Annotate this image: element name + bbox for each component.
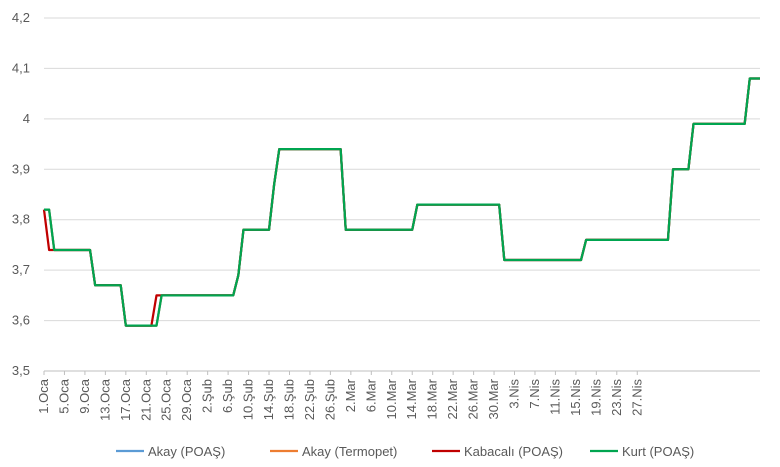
grid-lines: [44, 17, 760, 372]
x-tick-label: 18.Mar: [425, 378, 440, 419]
x-tick-label: 10.Şub: [241, 379, 256, 420]
x-tick-label: 7.Nis: [527, 379, 542, 409]
y-axis-ticks: 3,5 3,6 3,7 3,8 3,9 4 4,1 4,2: [12, 10, 30, 378]
x-tick-label: 19.Nis: [588, 379, 603, 416]
y-tick-label: 4,2: [12, 10, 30, 25]
x-tick-label: 1.Oca: [36, 378, 51, 413]
x-tick-label: 14.Şub: [261, 379, 276, 420]
y-tick-label: 4,1: [12, 60, 30, 75]
x-tick-label: 9.Oca: [77, 378, 92, 413]
legend-label: Kabacalı (POAŞ): [464, 444, 563, 459]
series-line: [44, 77, 760, 327]
x-tick-label: 11.Nis: [547, 379, 562, 415]
x-tick-label: 5.Oca: [56, 378, 71, 413]
legend-label: Kurt (POAŞ): [622, 444, 694, 459]
series-line: [44, 77, 760, 327]
x-tick-label: 6.Mar: [363, 378, 378, 412]
x-tick-label: 26.Şub: [322, 379, 337, 420]
x-tick-label: 2.Mar: [343, 378, 358, 412]
legend-label: Akay (POAŞ): [148, 444, 225, 459]
x-tick-label: 30.Mar: [486, 378, 501, 419]
x-axis-ticks: 1.Oca 5.Oca 9.Oca 13.Oca 17.Oca 21.Oca 25.Oca 2…: [36, 371, 644, 421]
y-tick-label: 3,7: [12, 262, 30, 277]
x-tick-label: 27.Nis: [629, 379, 644, 416]
x-tick-label: 13.Oca: [97, 378, 112, 421]
x-tick-label: 22.Mar: [445, 378, 460, 419]
x-tick-label: 22.Şub: [302, 379, 317, 420]
x-tick-label: 10.Mar: [384, 378, 399, 419]
x-tick-label: 26.Mar: [466, 378, 481, 419]
y-tick-label: 3,5: [12, 363, 30, 378]
y-tick-label: 4: [23, 111, 30, 126]
y-tick-label: 3,9: [12, 161, 30, 176]
x-tick-label: 3.Nis: [507, 379, 522, 409]
x-tick-label: 25.Oca: [159, 378, 174, 421]
x-tick-label: 23.Nis: [609, 379, 624, 416]
x-tick-label: 18.Şub: [281, 379, 296, 420]
x-tick-label: 6.Şub: [220, 379, 235, 413]
y-tick-label: 3,6: [12, 313, 30, 328]
x-tick-label: 17.Oca: [118, 378, 133, 421]
series-lines: [42, 77, 760, 327]
legend-label: Akay (Termopet): [302, 444, 397, 459]
series-line: [42, 77, 760, 327]
x-tick-label: 21.Oca: [138, 378, 153, 421]
x-tick-label: 2.Şub: [200, 379, 215, 413]
x-tick-label: 14.Mar: [404, 378, 419, 419]
x-tick-label: 15.Nis: [568, 379, 583, 416]
series-line: [44, 77, 760, 327]
y-tick-label: 3,8: [12, 212, 30, 227]
x-tick-label: 29.Oca: [179, 378, 194, 421]
legend: Akay (POAŞ) Akay (Termopet) Kabacalı (POAŞ…: [116, 444, 694, 459]
